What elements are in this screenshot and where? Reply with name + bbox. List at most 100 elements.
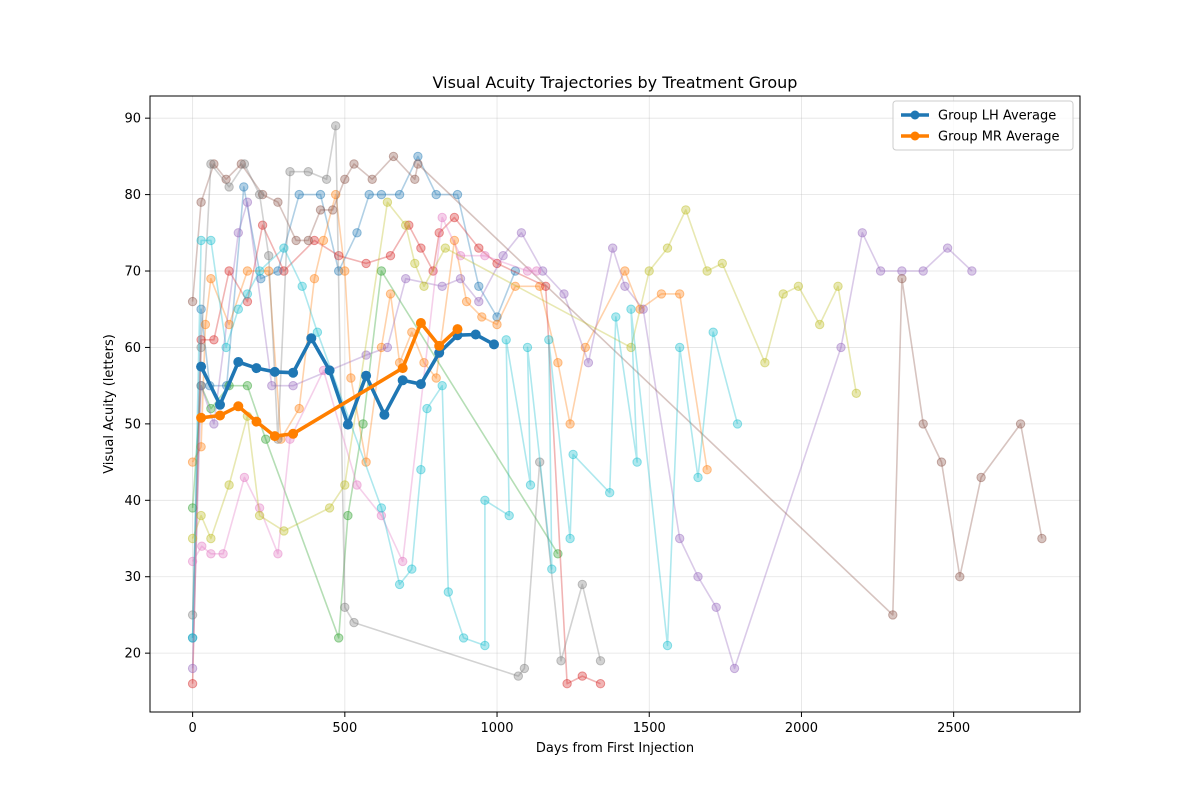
patient-point [280, 267, 288, 275]
patient-point [676, 290, 684, 298]
average-point-group-lh [398, 375, 408, 385]
patient-point [523, 267, 531, 275]
patient-point [316, 190, 324, 198]
patient-point [377, 504, 385, 512]
patient-point [310, 275, 318, 283]
average-point-group-mr [288, 429, 298, 439]
patient-point [295, 190, 303, 198]
patient-point [335, 634, 343, 642]
patient-point [280, 527, 288, 535]
patient-point [188, 297, 196, 305]
patient-point [377, 190, 385, 198]
average-point-group-lh [306, 333, 316, 343]
x-tick-label: 1000 [480, 721, 513, 736]
patient-point [459, 634, 467, 642]
patient-point [225, 481, 233, 489]
patient-point [450, 213, 458, 221]
y-tick-label: 30 [124, 570, 141, 585]
patient-point [578, 580, 586, 588]
patient-point [596, 657, 604, 665]
patient-point [210, 420, 218, 428]
patient-point [395, 580, 403, 588]
y-tick-label: 50 [124, 417, 141, 432]
average-point-group-lh [379, 410, 389, 420]
patient-point [207, 160, 215, 168]
patient-point [733, 420, 741, 428]
patient-point [353, 481, 361, 489]
patient-point [411, 259, 419, 267]
patient-point [937, 458, 945, 466]
patient-point [816, 320, 824, 328]
patient-point [219, 550, 227, 558]
patient-point [612, 313, 620, 321]
patient-point [420, 282, 428, 290]
patient-point [663, 244, 671, 252]
patient-point [188, 680, 196, 688]
patient-point [517, 229, 525, 237]
patient-point [481, 252, 489, 260]
patient-point [441, 244, 449, 252]
patient-point [462, 297, 470, 305]
patient-point [876, 267, 884, 275]
patient-point [322, 175, 330, 183]
patient-point [325, 504, 333, 512]
patient-point [377, 267, 385, 275]
patient-point [563, 680, 571, 688]
patient-point [569, 450, 577, 458]
y-tick-label: 80 [124, 188, 141, 203]
patient-point [255, 190, 263, 198]
average-point-group-mr [252, 417, 262, 427]
patient-point [243, 290, 251, 298]
patient-point [408, 565, 416, 573]
patient-point [197, 236, 205, 244]
patient-point [341, 175, 349, 183]
patient-point [919, 420, 927, 428]
patient-point [493, 320, 501, 328]
patient-point [682, 206, 690, 214]
patient-point [837, 343, 845, 351]
patient-point [709, 328, 717, 336]
patient-point [645, 267, 653, 275]
average-point-group-lh [489, 339, 499, 349]
patient-point [386, 252, 394, 260]
patient-point [402, 221, 410, 229]
patient-point [435, 229, 443, 237]
patient-point [834, 282, 842, 290]
patient-point [444, 588, 452, 596]
patient-point [438, 382, 446, 390]
patient-point [657, 290, 665, 298]
patient-point [627, 305, 635, 313]
legend-label-group-mr: Group MR Average [938, 130, 1059, 145]
patient-point [478, 313, 486, 321]
patient-point [1038, 534, 1046, 542]
patient-point [188, 664, 196, 672]
patient-point [359, 420, 367, 428]
patient-point [225, 267, 233, 275]
patient-point [730, 664, 738, 672]
patient-point [514, 672, 522, 680]
patient-point [438, 213, 446, 221]
patient-point [389, 152, 397, 160]
chart-title: Visual Acuity Trajectories by Treatment … [433, 73, 798, 92]
patient-point [499, 252, 507, 260]
patient-point [341, 603, 349, 611]
patient-point [779, 290, 787, 298]
patient-point [207, 534, 215, 542]
patient-point [289, 382, 297, 390]
patient-point [316, 206, 324, 214]
average-point-group-lh [471, 330, 481, 340]
patient-point [255, 267, 263, 275]
legend-label-group-lh: Group LH Average [938, 109, 1056, 124]
patient-point [554, 359, 562, 367]
patient-point [222, 343, 230, 351]
average-point-group-mr [398, 363, 408, 373]
patient-point [274, 198, 282, 206]
average-point-group-lh [343, 420, 353, 430]
patient-point [977, 473, 985, 481]
average-point-group-lh [215, 400, 225, 410]
patient-point [197, 198, 205, 206]
patient-point [596, 680, 604, 688]
patient-point [240, 473, 248, 481]
patient-point [225, 183, 233, 191]
patient-point [761, 359, 769, 367]
